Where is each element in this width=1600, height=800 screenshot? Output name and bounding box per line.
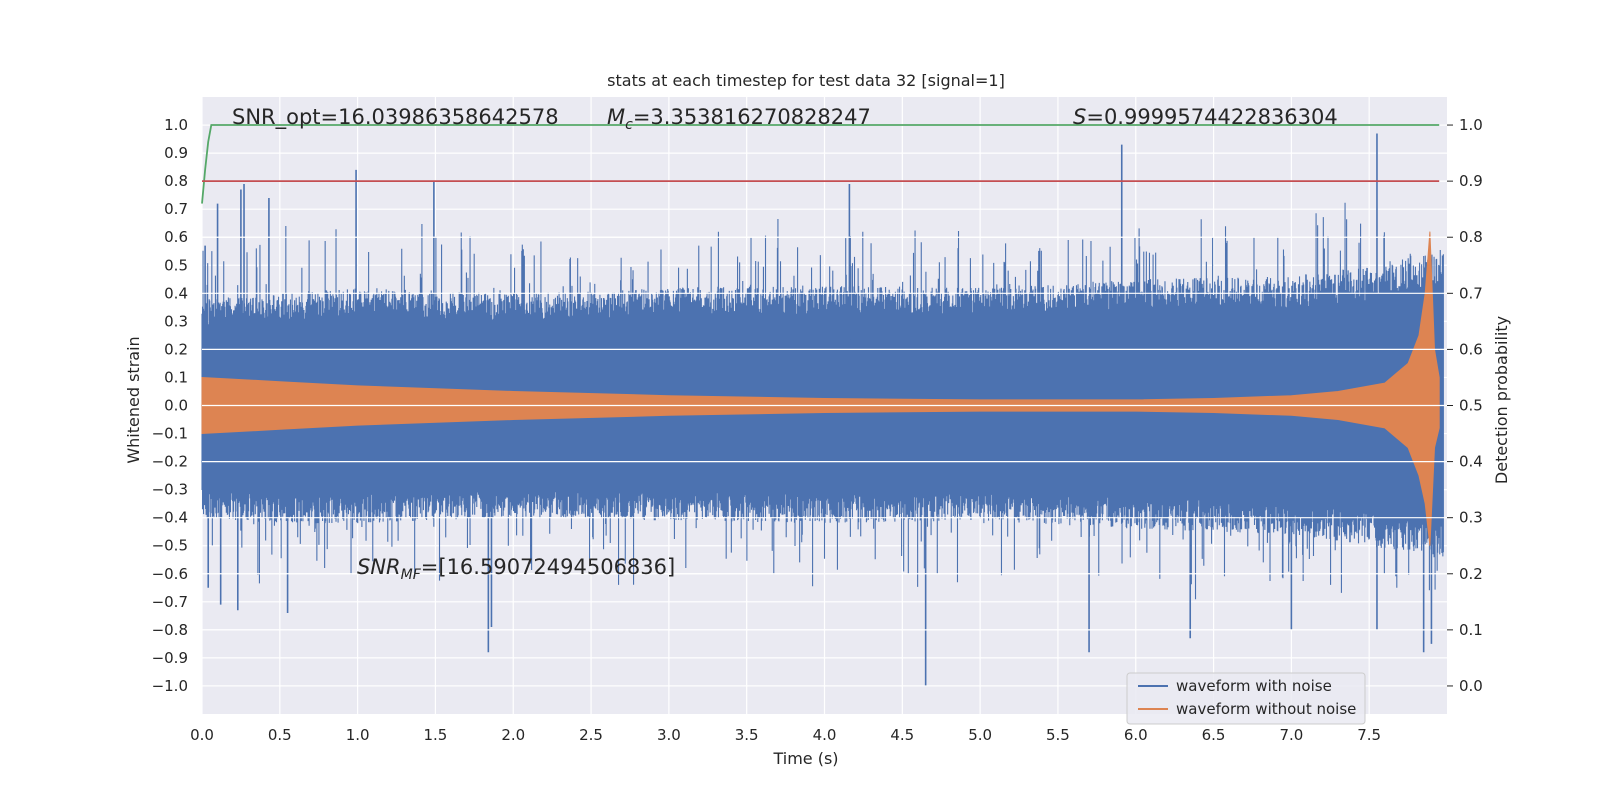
y-tick-label: −1.0	[152, 677, 188, 695]
snrmf-value: =[16.59072494506836]	[421, 555, 675, 579]
y-tick-label: −0.8	[152, 621, 188, 639]
chart-title: stats at each timestep for test data 32 …	[607, 71, 1005, 90]
y-tick-label: 0.3	[164, 312, 188, 330]
y2-tick-label: 0.6	[1459, 340, 1483, 358]
x-tick-label: 7.0	[1279, 726, 1303, 744]
annotation-chirp-mass: Mc=3.353816270828247	[607, 105, 871, 133]
x-tick-label: 3.5	[735, 726, 759, 744]
y-tick-label: 0.6	[164, 228, 188, 246]
x-tick-label: 6.5	[1202, 726, 1226, 744]
y-axis-label: Whitened strain	[124, 336, 143, 463]
y-tick-label: 0.0	[164, 397, 188, 415]
annotation-snr-opt: SNR_opt=16.03986358642578	[232, 105, 559, 130]
s-value: =0.9999574422836304	[1086, 105, 1337, 129]
x-tick-label: 3.0	[657, 726, 681, 744]
x-tick-label: 7.5	[1357, 726, 1381, 744]
x-tick-label: 0.0	[190, 726, 214, 744]
y-tick-label: 0.7	[164, 200, 188, 218]
y-tick-label: −0.9	[152, 649, 188, 667]
x-tick-label: 2.0	[501, 726, 525, 744]
series-waveform-without-noise	[201, 231, 1440, 546]
mc-subscript: c	[625, 117, 633, 133]
x-tick-label: 6.0	[1124, 726, 1148, 744]
annotation-snr-mf: SNRMF=[16.59072494506836]	[357, 555, 675, 583]
y-tick-label: −0.5	[152, 537, 188, 555]
s-symbol: S	[1073, 105, 1086, 129]
legend: waveform with noise waveform without noi…	[1126, 672, 1366, 725]
y2-tick-label: 0.7	[1459, 284, 1483, 302]
x-tick-label: 4.5	[890, 726, 914, 744]
snrmf-symbol: SNR	[357, 555, 401, 579]
x-tick-label: 4.0	[813, 726, 837, 744]
detection-probability-lines	[201, 124, 1440, 204]
y-tick-label: −0.3	[152, 481, 188, 499]
y2-tick-label: 0.2	[1459, 565, 1483, 583]
y-tick-label: −0.1	[152, 425, 188, 443]
y-tick-label: −0.2	[152, 453, 188, 471]
y-tick-label: −0.6	[152, 565, 188, 583]
y2-tick-label: 0.8	[1459, 228, 1483, 246]
y-tick-label: 1.0	[164, 116, 188, 134]
y-tick-label: −0.4	[152, 509, 188, 527]
x-axis-ticks: 0.0 0.5 1.0 1.5 2.0 2.5 3.0 3.5 4.0 4.5 5.0 5.5 6.0 6…	[190, 726, 1381, 744]
y2-tick-label: 0.0	[1459, 677, 1483, 695]
y2-tick-label: 0.5	[1459, 397, 1483, 415]
mc-symbol: M	[607, 105, 625, 129]
x-axis-label: Time (s)	[772, 749, 838, 768]
y2-tick-label: 0.3	[1459, 509, 1483, 527]
x-tick-label: 0.5	[268, 726, 292, 744]
x-tick-label: 2.5	[579, 726, 603, 744]
y-tick-label: 0.5	[164, 256, 188, 274]
y2-tick-label: 0.9	[1459, 172, 1483, 190]
y-tick-label: 0.2	[164, 340, 188, 358]
y-tick-label: 0.4	[164, 284, 188, 302]
legend-label-with-noise: waveform with noise	[1176, 677, 1332, 695]
legend-label-without-noise: waveform without noise	[1176, 700, 1356, 718]
y-tick-label: 0.1	[164, 368, 188, 386]
y2-tick-label: 0.4	[1459, 453, 1483, 471]
x-tick-label: 1.0	[346, 726, 370, 744]
clean-waveform-band	[201, 231, 1440, 546]
x-tick-label: 5.0	[968, 726, 992, 744]
x-tick-label: 1.5	[424, 726, 448, 744]
mc-value: =3.353816270828247	[633, 105, 871, 129]
snrmf-subscript: MF	[401, 567, 422, 583]
x-tick-label: 5.5	[1046, 726, 1070, 744]
y-tick-label: 0.8	[164, 172, 188, 190]
y2-tick-label: 1.0	[1459, 116, 1483, 134]
annotation-s-value: S=0.9999574422836304	[1073, 105, 1338, 129]
y-axis-ticks: 1.0 0.9 0.8 0.7 0.6 0.5 0.4 0.3 0.2 0.1 0.0 −0.1 −0.…	[152, 116, 188, 695]
legend-box	[1126, 672, 1366, 725]
y2-axis-label: Detection probability	[1492, 316, 1511, 484]
y2-tick-label: 0.1	[1459, 621, 1483, 639]
y-tick-label: 0.9	[164, 144, 188, 162]
y-tick-label: −0.7	[152, 593, 188, 611]
